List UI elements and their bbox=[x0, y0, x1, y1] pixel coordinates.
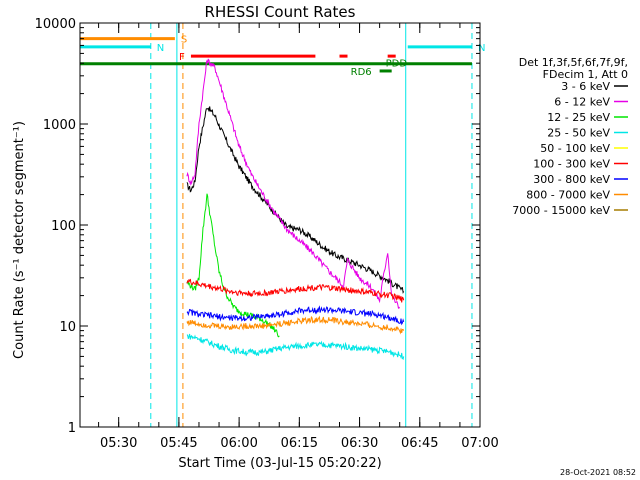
flag-bar-label: S bbox=[181, 35, 187, 46]
x-tick-label: 06:15 bbox=[281, 436, 318, 451]
x-tick-label: 06:45 bbox=[401, 436, 438, 451]
series-line bbox=[186, 106, 405, 294]
x-tick-label: 06:00 bbox=[220, 436, 257, 451]
series-line bbox=[186, 58, 401, 310]
plot-frame bbox=[79, 22, 481, 428]
data-series bbox=[186, 58, 405, 361]
flag-bars: S N N F RD6 PDD bbox=[80, 35, 485, 78]
legend-entry-label: 100 - 300 keV bbox=[533, 158, 610, 171]
chart-title: RHESSI Count Rates bbox=[205, 3, 356, 21]
flag-bar-label: N bbox=[157, 43, 164, 54]
y-tick-label: 1000 bbox=[43, 118, 76, 133]
legend-entry-label: 3 - 6 keV bbox=[561, 80, 610, 93]
legend: Det 1f,3f,5f,6f,7f,9f,FDecim 1, Att 03 -… bbox=[512, 56, 628, 217]
x-tick-label: 05:30 bbox=[100, 436, 137, 451]
y-tick-label: 100 bbox=[51, 219, 76, 234]
x-tick-label: 05:45 bbox=[160, 436, 197, 451]
legend-entry-label: 6 - 12 keV bbox=[554, 96, 610, 109]
legend-entry-label: 50 - 100 keV bbox=[540, 142, 610, 155]
y-tick-label: 10 bbox=[59, 320, 76, 335]
y-tick-label: 10000 bbox=[35, 17, 76, 32]
x-tick-label: 06:30 bbox=[341, 436, 378, 451]
legend-entry-label: 12 - 25 keV bbox=[547, 111, 610, 124]
y-tick-label: 1 bbox=[68, 421, 76, 436]
legend-header: Det 1f,3f,5f,6f,7f,9f, bbox=[519, 56, 628, 69]
series-line bbox=[186, 278, 405, 303]
vertical-lines bbox=[79, 23, 473, 427]
series-line bbox=[186, 333, 405, 361]
flag-bar-label: RD6 bbox=[351, 67, 372, 78]
legend-header: FDecim 1, Att 0 bbox=[543, 68, 628, 81]
legend-entry-label: 7000 - 15000 keV bbox=[512, 204, 610, 217]
x-axis-label: Start Time (03-Jul-15 05:20:22) bbox=[178, 456, 381, 471]
timestamp-label: 28-Oct-2021 08:52 bbox=[560, 468, 636, 477]
x-tick-label: 07:00 bbox=[461, 436, 498, 451]
y-axis-label: Count Rate (s⁻¹ detector segment⁻¹) bbox=[12, 121, 27, 359]
flag-bar-label: PDD bbox=[386, 59, 408, 70]
legend-entry-label: 800 - 7000 keV bbox=[526, 189, 610, 202]
flag-bar-label: N bbox=[478, 43, 485, 54]
flag-bar-label: F bbox=[179, 52, 185, 63]
legend-entry-label: 25 - 50 keV bbox=[547, 127, 610, 140]
legend-entry-label: 300 - 800 keV bbox=[533, 173, 610, 186]
y-axis: 1 10 100 1000 10000 bbox=[35, 17, 480, 436]
series-line bbox=[186, 315, 405, 335]
x-axis: 05:30 05:45 06:00 06:15 06:30 06:45 07:00 bbox=[98, 23, 499, 451]
series-line bbox=[186, 305, 405, 326]
